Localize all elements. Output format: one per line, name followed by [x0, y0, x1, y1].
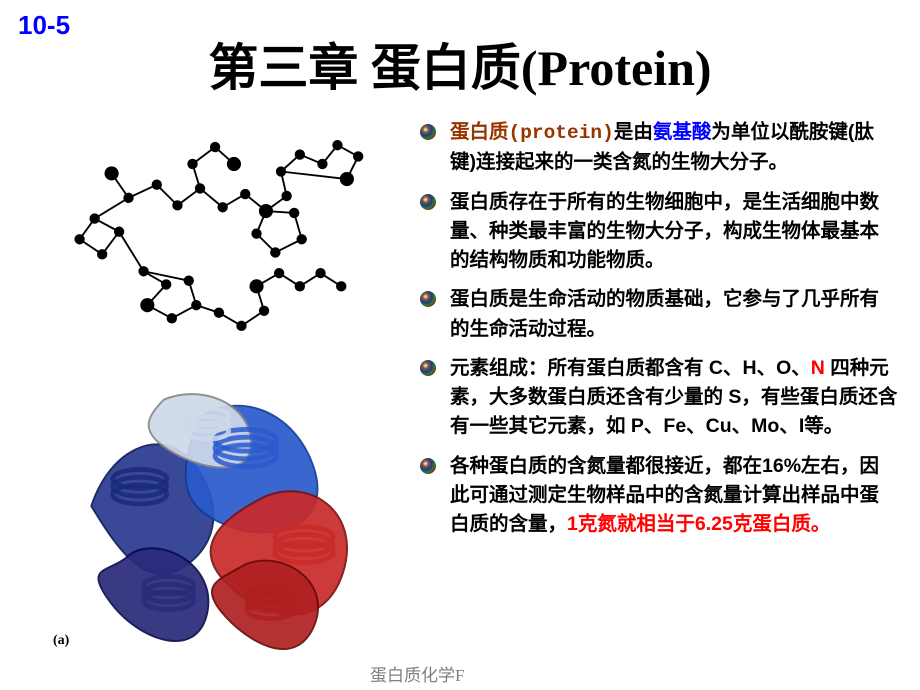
- bullet-item: 蛋白质(protein)是由氨基酸为单位以酰胺键(肽键)连接起来的一类含氮的生物…: [418, 118, 898, 178]
- protein-structure: (a): [47, 361, 387, 651]
- bullet-text: 蛋白质存在于所有的生物细胞中，是生活细胞中数量、种类最丰富的生物大分子，构成生物…: [450, 188, 898, 276]
- title-cn: 第三章 蛋白质: [208, 40, 521, 96]
- orb-icon: [418, 456, 438, 476]
- bullet-text: 各种蛋白质的含氮量都很接近，都在16%左右，因此可通过测定生物样品中的含氮量计算…: [450, 452, 898, 540]
- bullet-text: 蛋白质是生命活动的物质基础，它参与了几乎所有的生命活动过程。: [450, 285, 898, 344]
- page-number: 10-5: [18, 10, 70, 41]
- molecule-diagram: [57, 118, 377, 353]
- bullet-list: 蛋白质(protein)是由氨基酸为单位以酰胺键(肽键)连接起来的一类含氮的生物…: [412, 118, 898, 651]
- title-en: (Protein): [521, 40, 712, 96]
- content-area: (a) 蛋白质(protein)是由氨基酸为单位以酰胺键(肽键)连接起来的一类含…: [0, 118, 920, 651]
- bullet-item: 蛋白质是生命活动的物质基础，它参与了几乎所有的生命活动过程。: [418, 285, 898, 344]
- bullet-item: 蛋白质存在于所有的生物细胞中，是生活细胞中数量、种类最丰富的生物大分子，构成生物…: [418, 188, 898, 276]
- bullet-item: 各种蛋白质的含氮量都很接近，都在16%左右，因此可通过测定生物样品中的含氮量计算…: [418, 452, 898, 540]
- footer-text: 蛋白质化学F: [370, 661, 464, 686]
- bullet-text: 元素组成：所有蛋白质都含有 C、H、O、N 四种元素，大多数蛋白质还含有少量的 …: [450, 354, 898, 442]
- bullet-text: 蛋白质(protein)是由氨基酸为单位以酰胺键(肽键)连接起来的一类含氮的生物…: [450, 118, 898, 178]
- figure-label: (a): [53, 633, 69, 649]
- orb-icon: [418, 122, 438, 142]
- orb-icon: [418, 289, 438, 309]
- left-column: (a): [22, 118, 412, 651]
- orb-icon: [418, 358, 438, 378]
- orb-icon: [418, 192, 438, 212]
- page-title: 第三章 蛋白质(Protein): [0, 0, 920, 118]
- bullet-item: 元素组成：所有蛋白质都含有 C、H、O、N 四种元素，大多数蛋白质还含有少量的 …: [418, 354, 898, 442]
